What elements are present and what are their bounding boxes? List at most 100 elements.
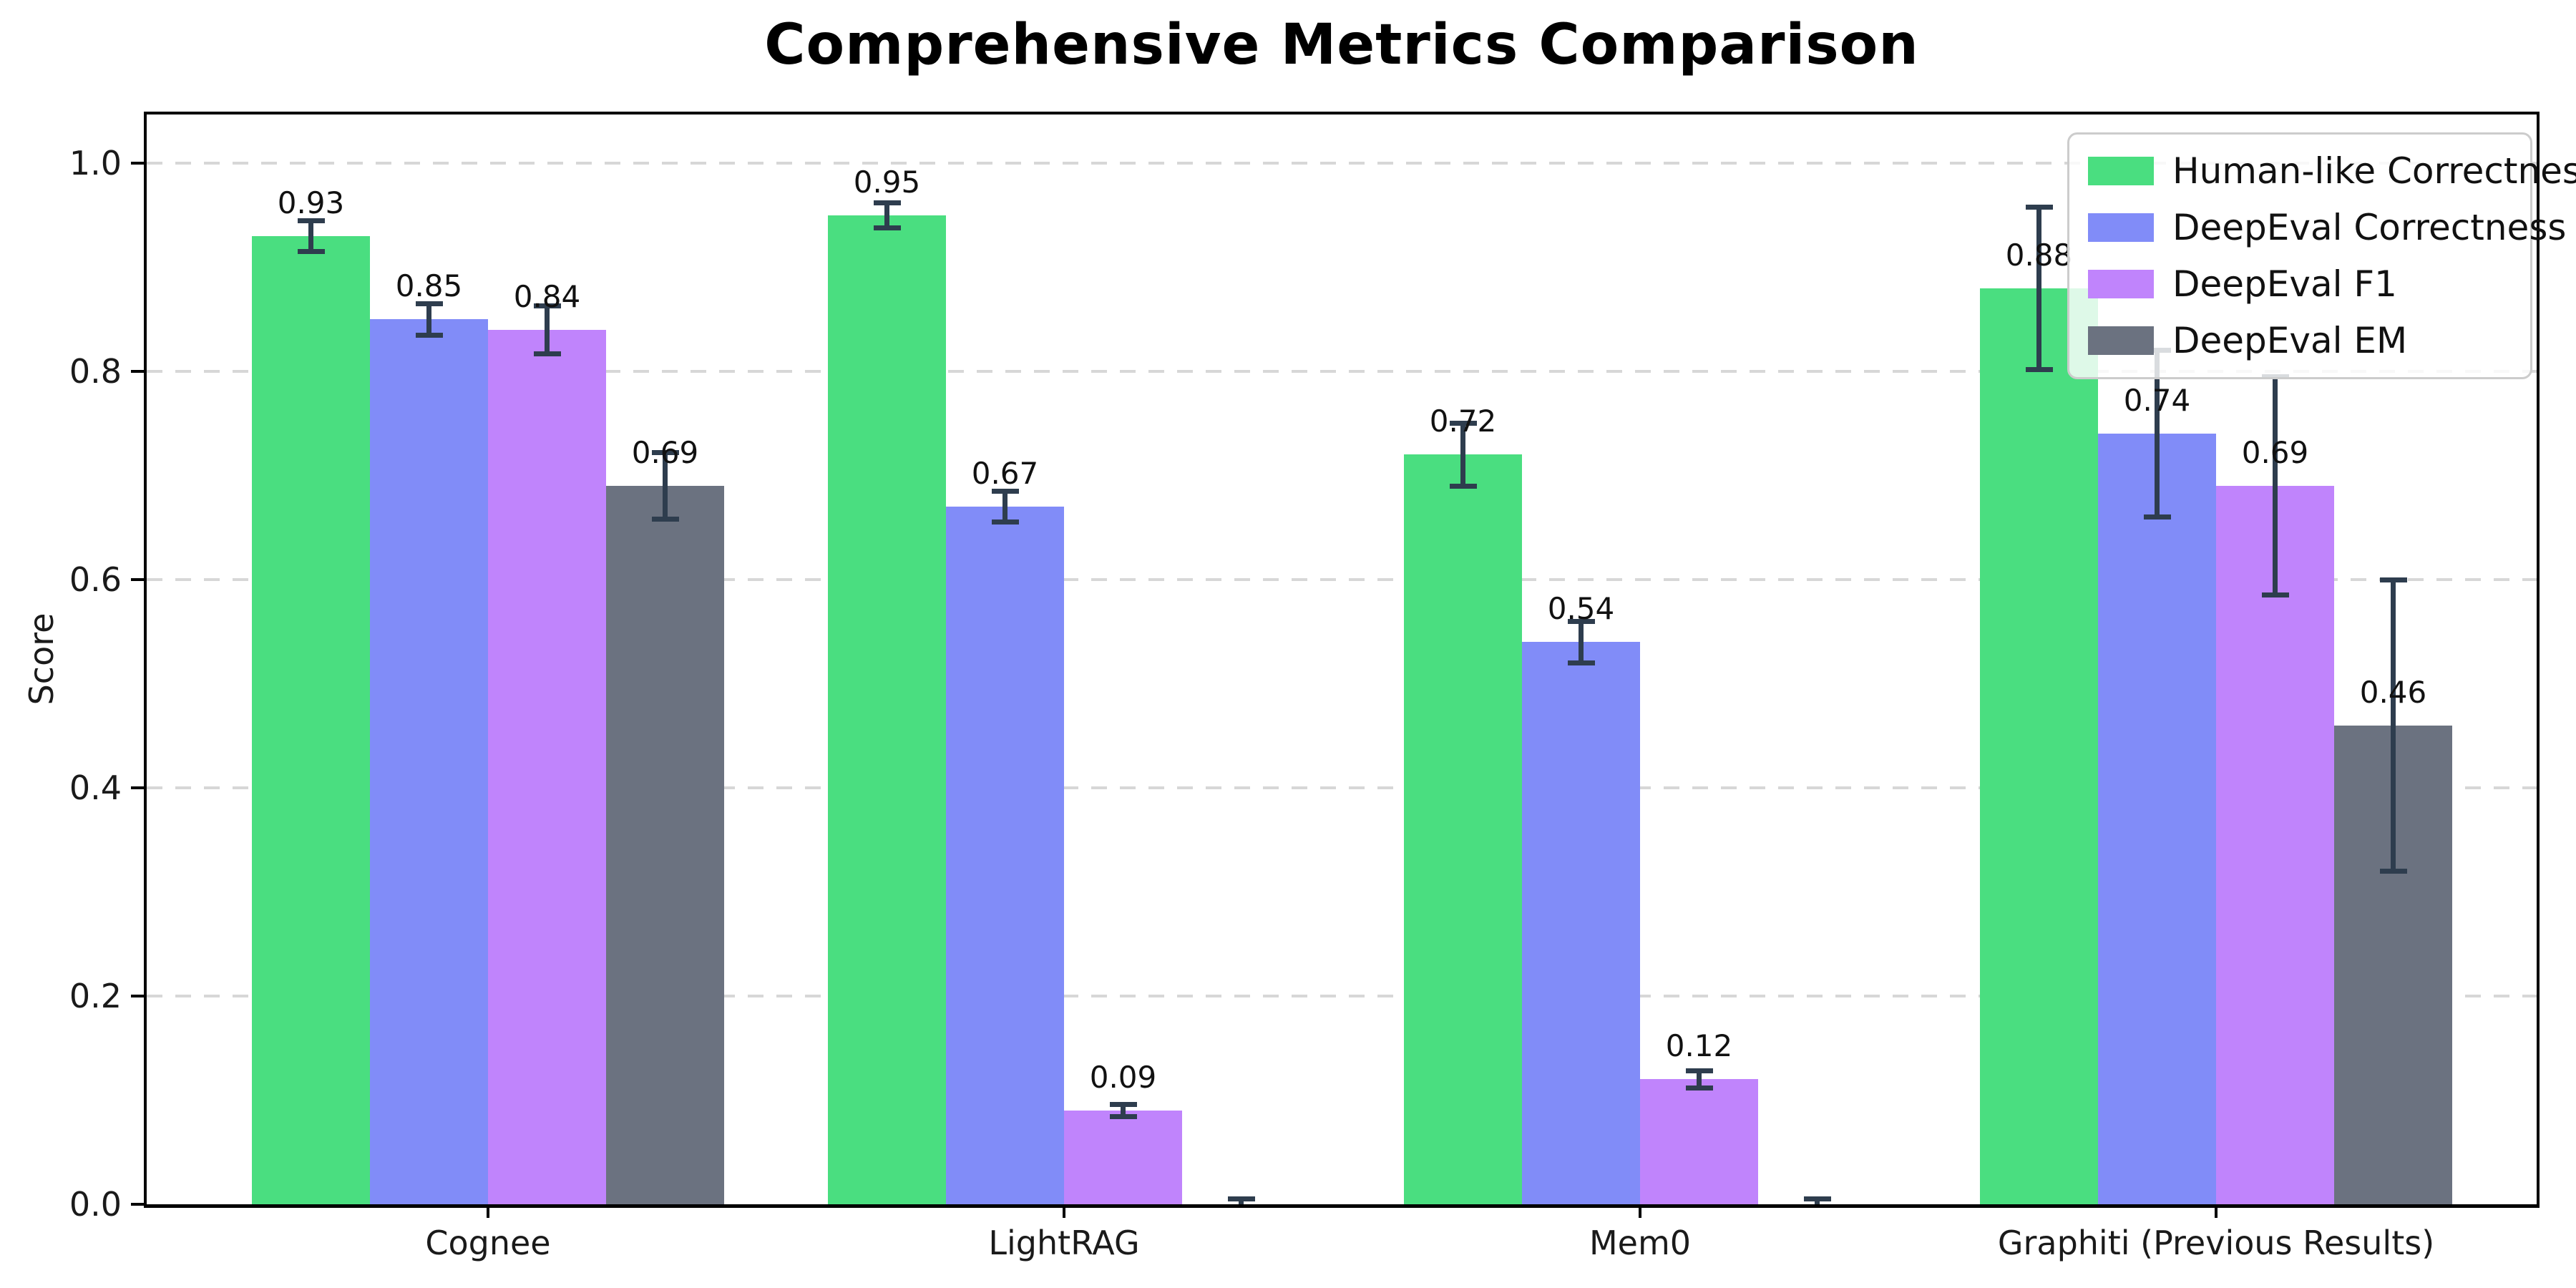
legend-item: Human-like Correctness — [2088, 150, 2576, 192]
bar-value-label: 0.95 — [853, 164, 921, 200]
error-bar — [545, 306, 550, 354]
legend-label: Human-like Correctness — [2172, 150, 2576, 192]
gridline — [147, 578, 2537, 581]
error-bar — [1121, 1104, 1126, 1117]
error-bar-cap — [1803, 1196, 1831, 1202]
error-bar — [1002, 491, 1008, 522]
error-bar — [2155, 350, 2160, 517]
axis-spine — [147, 112, 2537, 114]
error-bar-cap — [873, 225, 901, 230]
error-bar-cap — [1449, 421, 1477, 426]
error-bar-cap — [415, 301, 443, 306]
y-tick — [131, 1203, 144, 1206]
y-tick-label: 0.2 — [69, 977, 122, 1015]
error-bar — [1460, 423, 1465, 487]
error-bar-cap — [873, 200, 901, 205]
error-bar-cap — [2379, 868, 2407, 874]
y-tick — [131, 995, 144, 997]
bar-human-like-correctness — [1980, 288, 2098, 1204]
error-bar-cap — [2261, 592, 2289, 598]
bar-deepeval-correctness — [2098, 434, 2216, 1204]
error-bar-cap — [2379, 577, 2407, 582]
bar-value-label: 0.46 — [2359, 674, 2427, 710]
y-tick — [131, 786, 144, 789]
error-bar — [884, 203, 889, 228]
x-tick — [2215, 1205, 2218, 1218]
legend-swatch — [2088, 269, 2154, 298]
legend-item: DeepEval Correctness — [2088, 207, 2566, 248]
bar-value-label: 0.88 — [2005, 237, 2073, 273]
legend-label: DeepEval EM — [2172, 319, 2408, 361]
x-tick-label-mem0: Mem0 — [1589, 1224, 1692, 1262]
bar-value-label: 0.93 — [277, 185, 345, 220]
gridline — [147, 370, 2537, 373]
axis-spine — [147, 1204, 2537, 1208]
y-tick-label: 1.0 — [69, 144, 122, 182]
bar-human-like-correctness — [1404, 454, 1522, 1204]
error-bar — [2391, 580, 2396, 872]
bar-human-like-correctness — [252, 235, 370, 1204]
bar-deepeval-correctness — [1522, 642, 1640, 1204]
gridline — [147, 995, 2537, 997]
bar-value-label: 0.09 — [1089, 1060, 1157, 1096]
error-bar-cap — [2025, 204, 2053, 210]
error-bar — [1239, 1199, 1244, 1204]
error-bar — [663, 452, 668, 519]
bar-deepeval-correctness — [370, 319, 488, 1204]
y-tick-label: 0.0 — [69, 1185, 122, 1224]
error-bar-cap — [533, 351, 561, 356]
y-tick — [131, 370, 144, 373]
x-tick-label-cognee: Cognee — [425, 1224, 551, 1262]
legend-label: DeepEval Correctness — [2172, 207, 2567, 249]
error-bar — [426, 303, 431, 336]
bar-value-label: 0.69 — [2241, 435, 2309, 471]
error-bar — [308, 220, 313, 252]
y-tick-label: 0.6 — [69, 560, 122, 599]
axis-spine — [2537, 112, 2540, 1208]
error-bar-cap — [1567, 660, 1595, 665]
legend-item: DeepEval F1 — [2088, 263, 2530, 305]
bar-value-label: 0.67 — [971, 456, 1039, 492]
error-bar-cap — [533, 303, 561, 308]
legend-swatch — [2088, 213, 2154, 243]
x-tick — [1063, 1205, 1065, 1218]
error-bar-cap — [991, 488, 1019, 494]
legend: Human-like Correctness DeepEval Correctne… — [2067, 132, 2576, 379]
x-tick — [487, 1205, 489, 1218]
legend-swatch — [2088, 326, 2154, 355]
error-bar — [1579, 621, 1584, 663]
bar-value-label: 0.54 — [1547, 591, 1615, 627]
error-bar-cap — [1685, 1085, 1713, 1091]
gridline — [147, 162, 2537, 165]
error-bar-cap — [415, 332, 443, 338]
bar-value-label: 0.84 — [513, 278, 581, 314]
error-bar-cap — [1449, 483, 1477, 489]
error-bar-cap — [1109, 1101, 1137, 1107]
axis-spine — [144, 112, 147, 1208]
legend-item: DeepEval EM — [2088, 320, 2530, 361]
bar-value-label: 0.12 — [1665, 1028, 1733, 1064]
x-tick — [1639, 1205, 1641, 1218]
error-bar-cap — [651, 517, 679, 522]
x-tick-label-graphiti-previous-results-: Graphiti (Previous Results) — [1997, 1224, 2435, 1262]
gridline — [147, 786, 2537, 789]
bar-deepeval-f1 — [1640, 1079, 1758, 1204]
bar-value-label: 0.74 — [2123, 383, 2191, 419]
error-bar — [1815, 1199, 1820, 1204]
bar-value-label: 0.72 — [1429, 404, 1497, 439]
bar-deepeval-f1 — [1064, 1111, 1182, 1204]
error-bar — [2273, 376, 2278, 595]
bar-value-label: 0.85 — [395, 268, 463, 304]
y-tick — [131, 162, 144, 165]
x-tick-label-lightrag: LightRAG — [988, 1224, 1140, 1262]
error-bar — [1697, 1070, 1702, 1088]
bar-deepeval-f1 — [488, 329, 606, 1204]
error-bar-cap — [1227, 1196, 1255, 1202]
error-bar-cap — [2025, 366, 2053, 372]
error-bar-cap — [297, 218, 325, 223]
bar-deepeval-correctness — [946, 507, 1064, 1204]
error-bar — [2036, 207, 2041, 370]
y-tick-label: 0.4 — [69, 769, 122, 807]
plot-area: 0.93 0.95 0.72 0.88 0.85 0.67 0.54 0.74 0.84 0.09… — [144, 112, 2540, 1208]
